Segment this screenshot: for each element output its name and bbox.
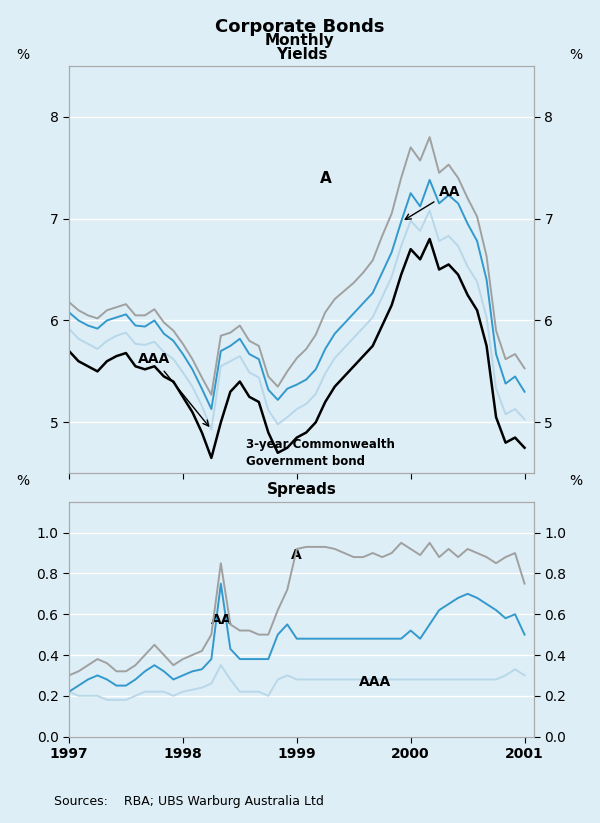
Text: AAA: AAA xyxy=(138,352,209,426)
Text: Spreads: Spreads xyxy=(266,482,337,497)
Text: %: % xyxy=(16,48,29,62)
Text: A: A xyxy=(320,171,331,186)
Text: Corporate Bonds: Corporate Bonds xyxy=(215,18,385,36)
Text: %: % xyxy=(16,474,29,488)
Text: 3-year Commonwealth
Government bond: 3-year Commonwealth Government bond xyxy=(245,438,394,468)
Text: AA: AA xyxy=(405,185,461,220)
Text: A: A xyxy=(291,548,302,562)
Text: AA: AA xyxy=(211,613,233,627)
Text: Sources:    RBA; UBS Warburg Australia Ltd: Sources: RBA; UBS Warburg Australia Ltd xyxy=(54,795,324,808)
Text: Monthly: Monthly xyxy=(265,33,335,48)
Text: Yields: Yields xyxy=(276,47,327,62)
Text: %: % xyxy=(569,48,583,62)
Text: AAA: AAA xyxy=(359,675,392,689)
Text: %: % xyxy=(569,474,583,488)
